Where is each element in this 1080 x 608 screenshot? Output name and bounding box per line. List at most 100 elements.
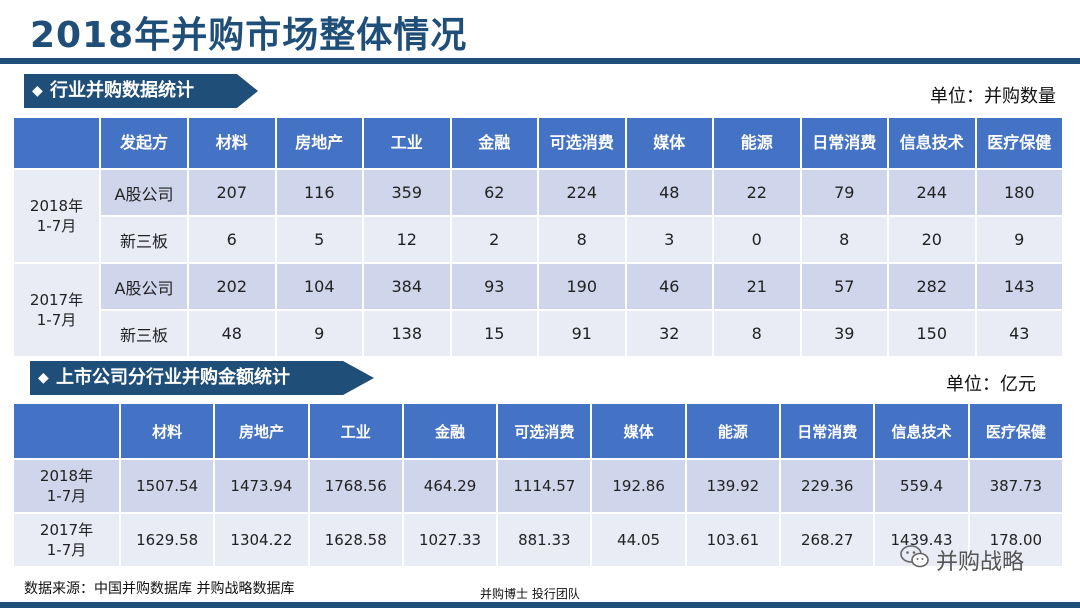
count-cell: 91: [537, 309, 627, 358]
amount-table-blank-header: [12, 402, 121, 460]
table-row: 2018年 1-7月 A股公司 207 116 359 62 224 48 22 79 244 180: [12, 168, 1064, 264]
team-credit: 并购博士 投行团队: [480, 587, 580, 601]
count-table: 发起方 材料 房地产 工业 金融 可选消费 媒体 能源 日常消费 信息技术 医疗保健 2018年 …: [12, 116, 1064, 358]
amount-table: 材料 房地产 工业 金融 可选消费 媒体 能源 日常消费 信息技术 医疗保健 2018年 1-7月…: [12, 402, 1065, 568]
count-cell: 62: [449, 168, 539, 217]
count-cell: 150: [887, 309, 977, 358]
period-label: 2017年 1-7月: [12, 512, 121, 568]
count-cell: 3: [624, 215, 714, 264]
count-table-blank-header: [12, 116, 101, 170]
count-cell: 9: [974, 215, 1064, 264]
amount-cell: 268.27: [779, 512, 876, 568]
count-table-column-header: 材料: [187, 116, 277, 170]
count-table-initiator-header: 发起方: [99, 116, 189, 170]
count-cell: 79: [799, 168, 889, 217]
amount-cell: 1027.33: [401, 512, 499, 568]
period-label: 2018年 1-7月: [12, 168, 101, 264]
amount-table-header-row: 材料 房地产 工业 金融 可选消费 媒体 能源 日常消费 信息技术 医疗保健: [12, 402, 1065, 460]
amount-table-column-header: 房地产: [213, 402, 310, 460]
initiator-type: 新三板: [99, 215, 189, 264]
amount-cell: 103.61: [684, 512, 782, 568]
count-cell: 104: [274, 262, 364, 311]
amount-cell: 1473.94: [213, 458, 310, 514]
count-table-column-header: 可选消费: [537, 116, 627, 170]
amount-table-column-header: 医疗保健: [967, 402, 1065, 460]
count-table-column-header: 房地产: [274, 116, 364, 170]
initiator-type: A股公司: [99, 168, 189, 217]
count-cell: 46: [624, 262, 714, 311]
count-cell: 244: [887, 168, 977, 217]
initiator-type: 新三板: [99, 309, 189, 358]
amount-cell: 1628.58: [307, 512, 404, 568]
amount-table-column-header: 金融: [401, 402, 499, 460]
table-row: 2017年 1-7月 A股公司 202 104 384 93 190 46 21 57 282 143: [12, 262, 1064, 358]
amount-cell: 1304.22: [213, 512, 310, 568]
amount-cell: 178.00: [967, 512, 1065, 568]
count-cell: 22: [712, 168, 802, 217]
section1-unit: 单位：并购数量: [930, 86, 1056, 107]
count-table-column-header: 金融: [449, 116, 539, 170]
count-cell: 8: [712, 309, 802, 358]
count-cell: 224: [537, 168, 627, 217]
count-table-column-header: 信息技术: [887, 116, 977, 170]
count-cell: 48: [187, 309, 277, 358]
amount-table-column-header: 工业: [307, 402, 404, 460]
amount-table-column-header: 可选消费: [496, 402, 593, 460]
count-cell: 12: [362, 215, 452, 264]
count-cell: 2: [449, 215, 539, 264]
amount-cell: 1507.54: [118, 458, 216, 514]
amount-cell: 881.33: [496, 512, 593, 568]
count-table-column-header: 医疗保健: [974, 116, 1064, 170]
count-cell: 0: [712, 215, 802, 264]
amount-cell: 1768.56: [307, 458, 404, 514]
data-source-note: 数据来源：中国并购数据库 并购战略数据库: [24, 581, 295, 597]
count-cell: 6: [187, 215, 277, 264]
count-table-column-header: 能源: [712, 116, 802, 170]
count-cell: 93: [449, 262, 539, 311]
count-cell: 21: [712, 262, 802, 311]
amount-table-column-header: 能源: [684, 402, 782, 460]
period-label: 2018年 1-7月: [12, 458, 121, 514]
amount-cell: 44.05: [590, 512, 687, 568]
section2-banner-label: 上市公司分行业并购金额统计: [56, 367, 290, 388]
section2-banner: 上市公司分行业并购金额统计: [30, 361, 374, 395]
amount-cell: 139.92: [684, 458, 782, 514]
count-cell: 143: [974, 262, 1064, 311]
bottom-bar: [0, 602, 1080, 608]
count-cell: 116: [274, 168, 364, 217]
count-cell: 8: [537, 215, 627, 264]
amount-cell: 1629.58: [118, 512, 216, 568]
count-cell: 5: [274, 215, 364, 264]
count-table-header-row: 发起方 材料 房地产 工业 金融 可选消费 媒体 能源 日常消费 信息技术 医疗保健: [12, 116, 1064, 170]
amount-cell: 192.86: [590, 458, 687, 514]
count-table-column-header: 工业: [362, 116, 452, 170]
count-table-column-header: 日常消费: [799, 116, 889, 170]
table-row: 2017年 1-7月 1629.58 1304.22 1628.58 1027.33 88…: [12, 512, 1065, 568]
count-table-column-header: 媒体: [624, 116, 714, 170]
count-cell: 9: [274, 309, 364, 358]
count-cell: 15: [449, 309, 539, 358]
count-cell: 190: [537, 262, 627, 311]
table-row: 新三板 6 5 12 2 8 3 0 8 20 9: [13, 215, 1064, 264]
amount-table-column-header: 日常消费: [779, 402, 876, 460]
count-cell: 8: [799, 215, 889, 264]
title-underline: [0, 58, 1080, 64]
count-cell: 32: [624, 309, 714, 358]
count-cell: 39: [799, 309, 889, 358]
amount-cell: 1114.57: [496, 458, 593, 514]
initiator-type: A股公司: [99, 262, 189, 311]
table-row: 2018年 1-7月 1507.54 1473.94 1768.56 464.29 111…: [12, 458, 1065, 514]
section1-banner-label: 行业并购数据统计: [50, 80, 194, 101]
count-cell: 384: [362, 262, 452, 311]
count-cell: 57: [799, 262, 889, 311]
amount-table-column-header: 信息技术: [873, 402, 970, 460]
wechat-icon: [900, 544, 930, 576]
count-cell: 207: [187, 168, 277, 217]
amount-cell: 559.4: [873, 458, 970, 514]
count-cell: 48: [624, 168, 714, 217]
count-cell: 180: [974, 168, 1064, 217]
count-cell: 282: [887, 262, 977, 311]
amount-cell: 387.73: [967, 458, 1065, 514]
amount-cell: 464.29: [401, 458, 499, 514]
watermark: 并购战略: [900, 544, 1024, 576]
